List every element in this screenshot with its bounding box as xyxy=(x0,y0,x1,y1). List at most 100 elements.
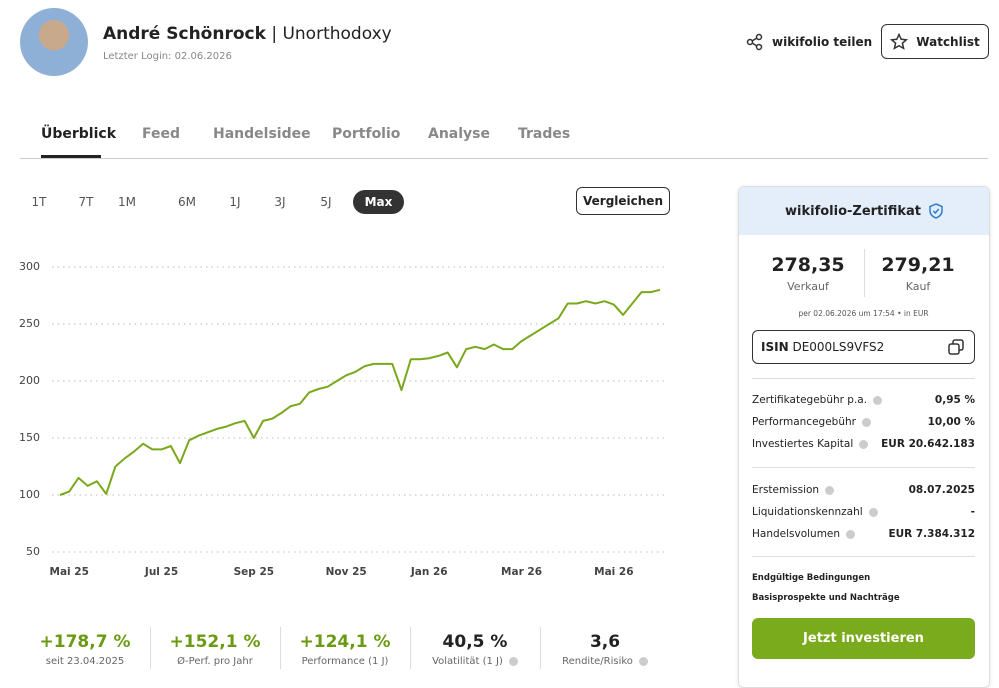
compare-button[interactable]: Vergleichen xyxy=(576,187,670,215)
share-button[interactable]: wikifolio teilen xyxy=(746,33,872,51)
stat-value: +124,1 % xyxy=(299,632,391,652)
stat-label: Volatilität (1 J) xyxy=(410,656,540,667)
y-tick-label: 100 xyxy=(19,488,40,501)
info-icon[interactable] xyxy=(508,656,518,666)
link[interactable]: Basisprospekte und Nachträge xyxy=(752,593,900,603)
panel-header: wikifolio-Zertifikat xyxy=(739,187,989,235)
name: André Schönrock xyxy=(103,24,266,44)
fee-label: Zertifikategebühr p.a. xyxy=(752,394,883,406)
stat: +152,1 % Ø-Perf. pro Jahr xyxy=(150,632,280,667)
isin: DE000LS9VFS2 xyxy=(792,340,885,354)
info-icon[interactable] xyxy=(868,507,878,517)
tab-divider xyxy=(20,158,988,159)
stat: +178,7 % seit 23.04.2025 xyxy=(20,632,150,667)
fee-value: 08.07.2025 xyxy=(908,484,975,496)
sell: 278,35 Verkauf xyxy=(763,254,853,293)
fee-row: Handelsvolumen EUR 7.384.312 xyxy=(752,528,975,540)
stat-label: Ø-Perf. pro Jahr xyxy=(177,656,253,667)
tab[interactable]: Portfolio xyxy=(332,126,401,142)
stat-value: +152,1 % xyxy=(169,632,261,652)
title: André Schönrock | Unorthodoxy xyxy=(103,24,392,44)
fee-value: 0,95 % xyxy=(934,394,975,406)
shield-icon xyxy=(929,203,943,219)
stat-value: 3,6 xyxy=(589,632,621,652)
copy-icon xyxy=(948,339,964,355)
tab-underline xyxy=(41,155,101,158)
x-tick-label: Mai 26 xyxy=(594,566,633,578)
range-button[interactable]: 1M xyxy=(118,195,136,209)
info-icon[interactable] xyxy=(861,417,871,427)
range-button[interactable]: 5J xyxy=(320,195,332,209)
divider xyxy=(752,467,975,468)
fee-value: 10,00 % xyxy=(927,416,975,428)
divider xyxy=(752,378,975,379)
stat-label: seit 23.04.2025 xyxy=(45,656,125,667)
range-button[interactable]: 1T xyxy=(31,195,47,209)
info-icon[interactable] xyxy=(638,656,648,666)
tab[interactable]: Trades xyxy=(518,126,571,142)
stat-divider xyxy=(410,627,411,669)
tab[interactable]: Analyse xyxy=(428,126,491,142)
tab[interactable]: Überblick xyxy=(41,126,117,142)
y-tick-label: 200 xyxy=(19,374,40,387)
buy-price: 279,21 xyxy=(881,254,955,276)
x-tick-label: Jul 25 xyxy=(144,566,178,578)
line xyxy=(59,288,661,496)
info-icon[interactable] xyxy=(873,395,883,405)
fee-name: Handelsvolumen xyxy=(752,528,841,540)
chart: 50 100 150 200 250 300 Mai 25 Jul 25 Sep 25 Nov 2… xyxy=(19,260,664,578)
x-tick-label: Mai 25 xyxy=(50,566,89,578)
stat-value: +178,7 % xyxy=(39,632,131,652)
fee-label: Handelsvolumen xyxy=(752,528,856,540)
fee-label: Erstemission xyxy=(752,484,835,496)
watchlist-button[interactable]: Watchlist xyxy=(881,24,989,59)
fee-row: Performancegebühr 10,00 % xyxy=(752,416,975,428)
x-tick-label: Nov 25 xyxy=(326,566,367,578)
buy-label: Kauf xyxy=(905,280,931,293)
range-button[interactable]: 1J xyxy=(229,195,241,209)
info-icon[interactable] xyxy=(846,529,856,539)
stat-label: Rendite/Risiko xyxy=(540,656,670,667)
range-button[interactable]: 3J xyxy=(274,195,286,209)
buy: 279,21 Kauf xyxy=(873,254,963,293)
invest-button[interactable]: Jetzt investieren xyxy=(752,618,975,659)
stat: 40,5 % Volatilität (1 J) xyxy=(410,632,540,667)
fee-row: Liquidationskennzahl - xyxy=(752,506,975,518)
fee-name: Zertifikategebühr p.a. xyxy=(752,394,868,406)
share-label: wikifolio teilen xyxy=(772,35,873,49)
tab[interactable]: Feed xyxy=(142,126,181,142)
info-icon[interactable] xyxy=(825,485,835,495)
range-button[interactable]: 7T xyxy=(78,195,94,209)
panel-title: wikifolio-Zertifikat xyxy=(785,203,921,219)
stat: 3,6 Rendite/Risiko xyxy=(540,632,670,667)
y-tick-label: 150 xyxy=(19,431,40,444)
fee-value: EUR 20.642.183 xyxy=(881,438,975,450)
y-tick-label: 300 xyxy=(19,260,40,273)
stat-divider xyxy=(540,627,541,669)
stat: +124,1 % Performance (1 J) xyxy=(280,632,410,667)
x-tick-label: Sep 25 xyxy=(234,566,274,578)
star-icon xyxy=(890,32,909,50)
avatar xyxy=(20,8,88,76)
fee-label: Investiertes Kapital xyxy=(752,438,869,450)
stat-divider xyxy=(280,627,281,669)
stat-divider xyxy=(150,627,151,669)
x-tick-label: Mar 26 xyxy=(501,566,542,578)
price-divider xyxy=(864,249,865,297)
fee-name: Performancegebühr xyxy=(752,416,856,428)
fee-label: Performancegebühr xyxy=(752,416,871,428)
fee-name: Investiertes Kapital xyxy=(752,438,854,450)
range-button[interactable]: Max xyxy=(353,190,404,214)
sell-price: 278,35 xyxy=(771,254,845,276)
isin-box[interactable]: ISIN DE000LS9VFS2 xyxy=(752,330,975,364)
fee-value: - xyxy=(970,506,975,518)
fee-name: Erstemission xyxy=(752,484,820,496)
link[interactable]: Endgültige Bedingungen xyxy=(752,573,871,583)
tab[interactable]: Handelsidee xyxy=(213,126,311,142)
wikifolio-name: Unorthodoxy xyxy=(282,24,392,44)
certificate-panel: wikifolio-Zertifikat xyxy=(738,186,990,688)
fee-label: Liquidationskennzahl xyxy=(752,506,878,518)
range-button[interactable]: 6M xyxy=(178,195,196,209)
fee-row: Zertifikategebühr p.a. 0,95 % xyxy=(752,394,975,406)
info-icon[interactable] xyxy=(859,439,869,449)
